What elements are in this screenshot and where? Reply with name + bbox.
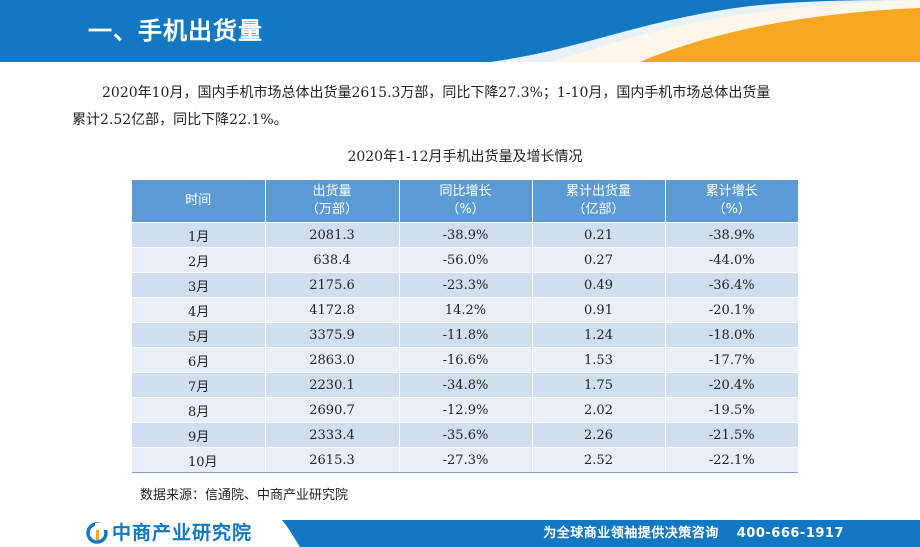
- month-cell: 7月: [132, 372, 266, 398]
- table-row: 5月 3375.9 -11.8% 1.24 -18.0%: [132, 322, 798, 348]
- company-logo-text: 中商产业研究院: [112, 522, 253, 544]
- month-cell: 8月: [132, 397, 266, 423]
- header-bar: 一、手机出货量: [0, 0, 920, 62]
- header-unit: （%）: [446, 202, 485, 217]
- cumulative-shipment-cell: 0.27: [532, 247, 666, 273]
- footer: 中商产业研究院 为全球商业领袖提供决策咨询 400-666-1917: [0, 514, 920, 547]
- cumulative-growth-cell: -22.1%: [665, 447, 798, 473]
- yoy-growth-cell: -34.8%: [399, 372, 533, 398]
- cumulative-shipment-cell: 2.26: [532, 422, 666, 448]
- cumulative-shipment-cell: 1.75: [532, 372, 666, 398]
- month-cell: 1月: [132, 222, 266, 248]
- table-body: 1月 2081.3 -38.9% 0.21 -38.9% 2月 638.4 -56.0% 0.2…: [132, 222, 798, 473]
- cumulative-shipment-cell: 0.91: [532, 297, 666, 323]
- shipment-cell: 638.4: [265, 247, 400, 273]
- cumulative-growth-cell: -44.0%: [665, 247, 798, 273]
- intro-line-2: 累计2.52亿部，同比下降22.1%。: [72, 112, 288, 128]
- month-cell: 9月: [132, 422, 266, 448]
- table-row: 10月 2615.3 -27.3% 2.52 -22.1%: [132, 447, 798, 473]
- yoy-growth-cell: -35.6%: [399, 422, 533, 448]
- page-title: 一、手机出货量: [88, 17, 263, 45]
- footer-slogan: 为全球商业领袖提供决策咨询 400-666-1917: [543, 520, 844, 547]
- month-cell: 10月: [132, 447, 266, 473]
- table-row: 6月 2863.0 -16.6% 1.53 -17.7%: [132, 347, 798, 373]
- cumulative-growth-cell: -21.5%: [665, 422, 798, 448]
- table-title: 2020年1-12月手机出货量及增长情况: [347, 149, 583, 165]
- header-swoosh-decoration: [490, 0, 920, 62]
- header-label: 累计增长: [705, 184, 758, 199]
- table-row: 1月 2081.3 -38.9% 0.21 -38.9%: [132, 222, 798, 248]
- table-row: 2月 638.4 -56.0% 0.27 -44.0%: [132, 247, 798, 273]
- yoy-growth-cell: -16.6%: [399, 347, 533, 373]
- intro-paragraph: 2020年10月，国内手机市场总体出货量2615.3万部，同比下降27.3%；1…: [72, 80, 862, 134]
- shipment-cell: 2175.6: [265, 272, 400, 298]
- cumulative-shipment-cell: 0.21: [532, 222, 666, 248]
- shipment-cell: 2690.7: [265, 397, 400, 423]
- cumulative-growth-cell: -36.4%: [665, 272, 798, 298]
- cumulative-shipment-cell: 1.24: [532, 322, 666, 348]
- yoy-growth-cell: 14.2%: [399, 297, 533, 323]
- table-header-cell: 时间: [132, 180, 266, 223]
- shipment-cell: 2863.0: [265, 347, 400, 373]
- shipment-cell: 2333.4: [265, 422, 400, 448]
- shipment-table: 时间 出货量 （万部） 同比增长 （%） 累计出货量 （亿部） 累计增长 （%） 1月 2081.…: [132, 180, 798, 473]
- month-cell: 5月: [132, 322, 266, 348]
- yoy-growth-cell: -12.9%: [399, 397, 533, 423]
- shipment-cell: 3375.9: [265, 322, 400, 348]
- yoy-growth-cell: -11.8%: [399, 322, 533, 348]
- header-unit: （亿部）: [572, 202, 625, 217]
- header-label: 时间: [185, 193, 212, 208]
- cumulative-shipment-cell: 0.49: [532, 272, 666, 298]
- footer-logo-background: [0, 514, 300, 547]
- shipment-cell: 2081.3: [265, 222, 400, 248]
- cumulative-shipment-cell: 1.53: [532, 347, 666, 373]
- header-unit: （万部）: [305, 202, 358, 217]
- cumulative-growth-cell: -20.4%: [665, 372, 798, 398]
- yoy-growth-cell: -23.3%: [399, 272, 533, 298]
- shipment-cell: 2615.3: [265, 447, 400, 473]
- shipment-cell: 2230.1: [265, 372, 400, 398]
- cumulative-shipment-cell: 2.02: [532, 397, 666, 423]
- table-header-row: 时间 出货量 （万部） 同比增长 （%） 累计出货量 （亿部） 累计增长 （%）: [132, 180, 798, 223]
- table-row: 9月 2333.4 -35.6% 2.26 -21.5%: [132, 422, 798, 448]
- table-header-cell: 累计增长 （%）: [665, 180, 798, 223]
- cumulative-growth-cell: -19.5%: [665, 397, 798, 423]
- header-label: 出货量: [312, 184, 352, 199]
- cumulative-growth-cell: -18.0%: [665, 322, 798, 348]
- month-cell: 3月: [132, 272, 266, 298]
- header-unit: （%）: [712, 202, 751, 217]
- data-source-note: 数据来源：信通院、中商产业研究院: [140, 488, 349, 503]
- cumulative-growth-cell: -17.7%: [665, 347, 798, 373]
- company-logo-icon: [86, 522, 108, 544]
- yoy-growth-cell: -56.0%: [399, 247, 533, 273]
- header-label: 累计出货量: [565, 184, 631, 199]
- table-header-cell: 出货量 （万部）: [265, 180, 400, 223]
- cumulative-growth-cell: -38.9%: [665, 222, 798, 248]
- header-label: 同比增长: [439, 184, 492, 199]
- hotline-number: 400-666-1917: [736, 526, 844, 541]
- yoy-growth-cell: -27.3%: [399, 447, 533, 473]
- month-cell: 6月: [132, 347, 266, 373]
- table-row: 8月 2690.7 -12.9% 2.02 -19.5%: [132, 397, 798, 423]
- table-row: 3月 2175.6 -23.3% 0.49 -36.4%: [132, 272, 798, 298]
- cumulative-shipment-cell: 2.52: [532, 447, 666, 473]
- table-header-cell: 累计出货量 （亿部）: [532, 180, 666, 223]
- yoy-growth-cell: -38.9%: [399, 222, 533, 248]
- table-row: 7月 2230.1 -34.8% 1.75 -20.4%: [132, 372, 798, 398]
- shipment-cell: 4172.8: [265, 297, 400, 323]
- month-cell: 2月: [132, 247, 266, 273]
- cumulative-growth-cell: -20.1%: [665, 297, 798, 323]
- month-cell: 4月: [132, 297, 266, 323]
- intro-line-1: 2020年10月，国内手机市场总体出货量2615.3万部，同比下降27.3%；1…: [102, 85, 771, 101]
- slogan-text: 为全球商业领袖提供决策咨询: [543, 526, 719, 541]
- table-row: 4月 4172.8 14.2% 0.91 -20.1%: [132, 297, 798, 323]
- table-header-cell: 同比增长 （%）: [399, 180, 533, 223]
